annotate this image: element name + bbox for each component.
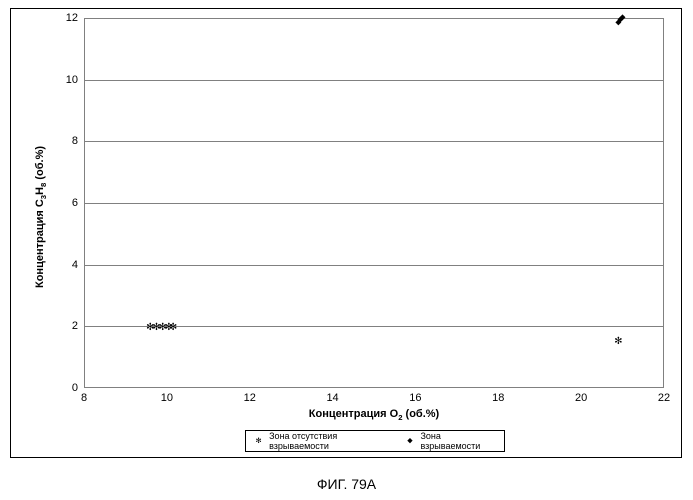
legend: ✻ Зона отсутствия взрываемости ◆ Зона взрыв… — [245, 430, 505, 452]
y-tick-label: 0 — [56, 382, 78, 394]
gridline-h — [84, 203, 664, 204]
x-tick-label: 18 — [492, 392, 504, 404]
x-tick-label: 14 — [326, 392, 338, 404]
x-tick-label: 12 — [244, 392, 256, 404]
legend-label: Зона взрываемости — [420, 431, 498, 451]
x-tick-label: 22 — [658, 392, 670, 404]
y-tick-label: 12 — [56, 12, 78, 24]
x-axis-label: Концентрация O2 (об.%) — [309, 408, 439, 422]
y-tick-label: 4 — [56, 259, 78, 271]
y-tick-label: 2 — [56, 320, 78, 332]
y-tick-label: 6 — [56, 197, 78, 209]
x-tick-label: 20 — [575, 392, 587, 404]
marker-explosive_zone: ◆ — [620, 13, 626, 23]
x-tick-label: 8 — [81, 392, 87, 404]
legend-item-non_explosive_zone: ✻ Зона отсутствия взрываемости — [252, 431, 391, 451]
marker-non_explosive_zone: ✻ — [169, 320, 176, 332]
x-tick-label: 10 — [161, 392, 173, 404]
y-axis-label: Концентрация C3H8 (об.%) — [34, 146, 48, 288]
legend-marker-icon: ✻ — [252, 436, 265, 446]
marker-non_explosive_zone: ✻ — [615, 334, 622, 346]
legend-item-explosive_zone: ◆ Зона взрываемости — [403, 431, 498, 451]
figure-caption: ФИГ. 79А — [317, 476, 376, 492]
plot-area: ✻✻✻✻✻✻◆◆◆ — [84, 18, 664, 388]
gridline-h — [84, 265, 664, 266]
y-tick-label: 8 — [56, 135, 78, 147]
x-tick-label: 16 — [409, 392, 421, 404]
legend-label: Зона отсутствия взрываемости — [269, 431, 391, 451]
legend-marker-icon: ◆ — [403, 436, 416, 446]
gridline-h — [84, 141, 664, 142]
y-tick-label: 10 — [56, 74, 78, 86]
gridline-h — [84, 80, 664, 81]
